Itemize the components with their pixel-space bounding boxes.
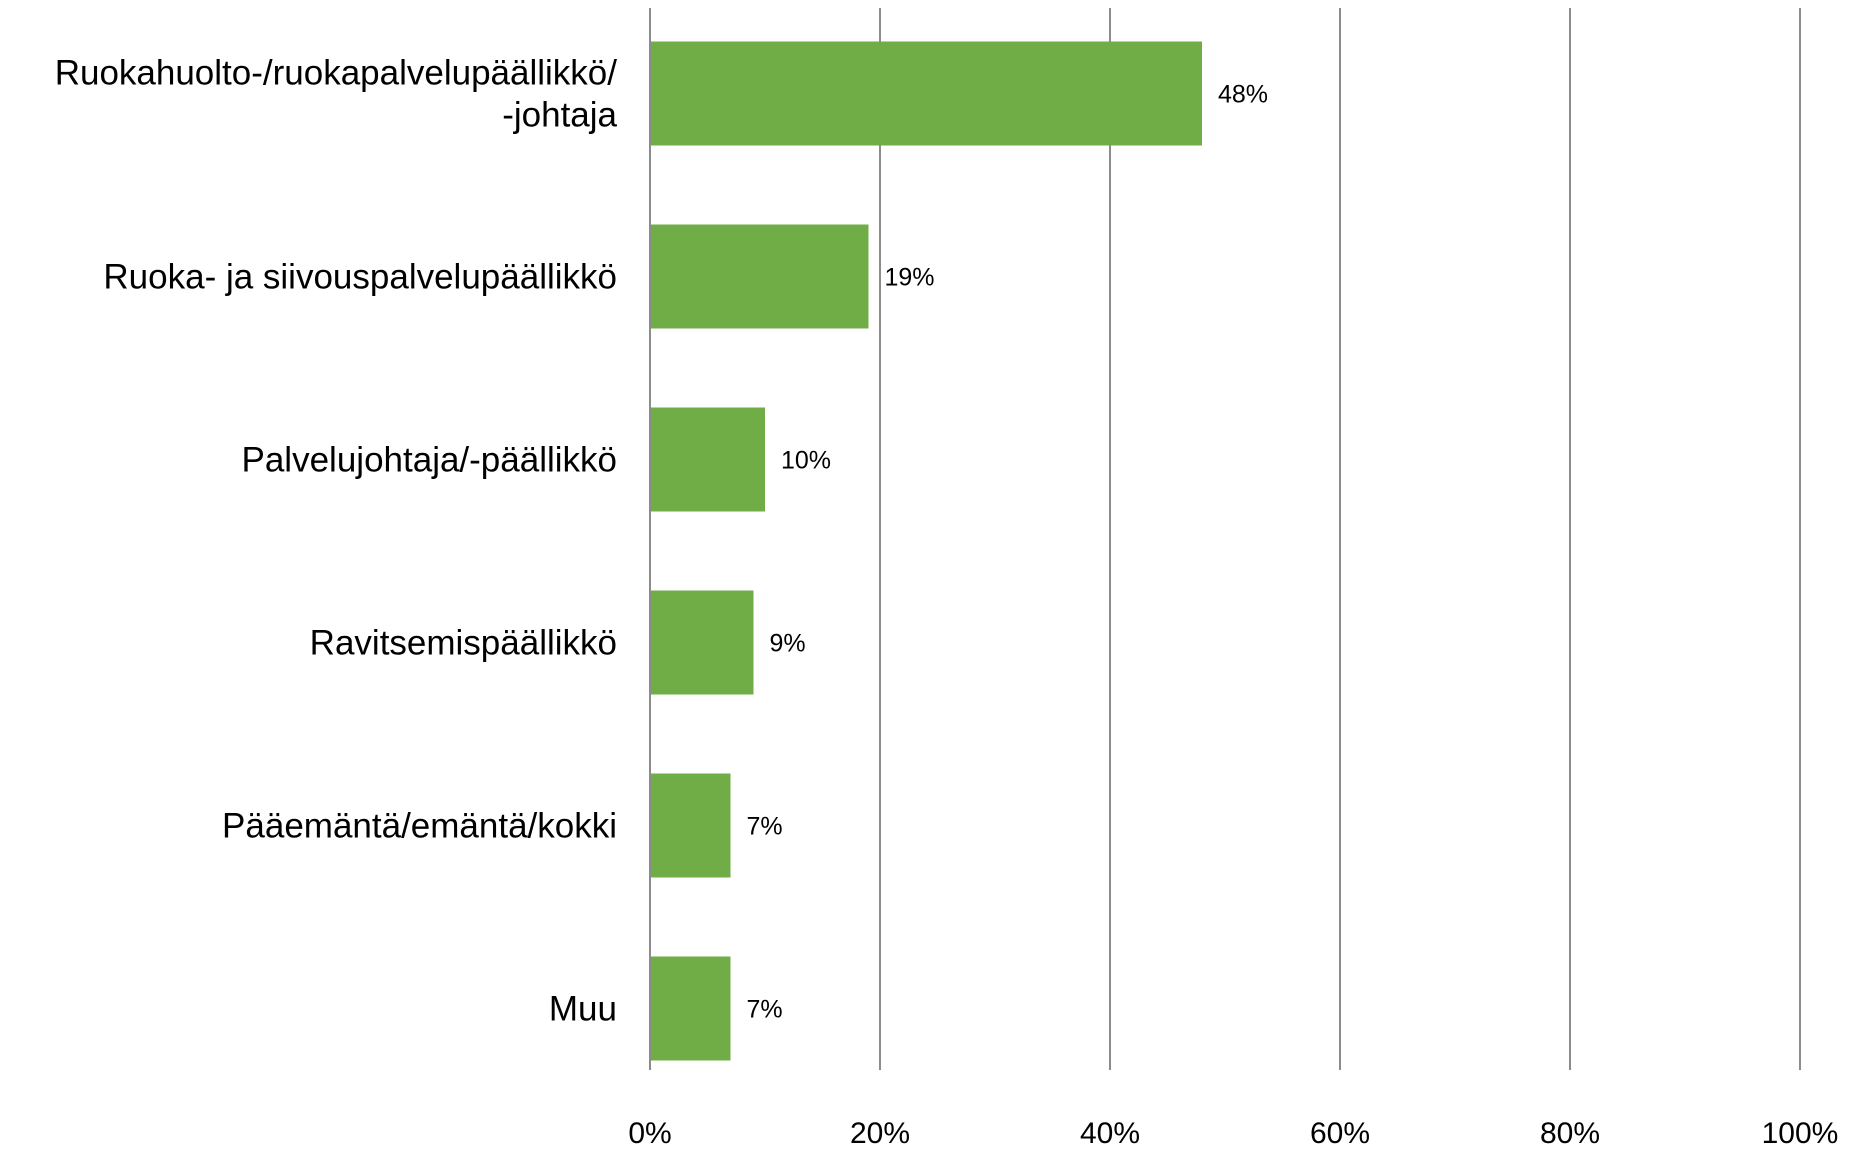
category-label-line: Palvelujohtaja/-päällikkö (242, 441, 618, 480)
category-label-line: Ruoka- ja siivouspalvelupäällikkö (103, 258, 617, 297)
bars (651, 41, 1202, 1061)
category-label-line: Ravitsemispäällikkö (310, 624, 617, 663)
bar (651, 956, 731, 1061)
category-label-line: Muu (549, 990, 617, 1029)
x-tick-label: 20% (850, 1117, 910, 1150)
bar (651, 224, 869, 329)
bar (651, 41, 1202, 146)
x-tick-label: 0% (628, 1117, 671, 1150)
category-labels: Ruokahuolto-/ruokapalvelupäällikkö/-joht… (55, 54, 618, 1029)
data-label: 48% (1218, 81, 1268, 109)
data-label: 19% (885, 264, 935, 292)
x-axis-ticks: 0% 20% 40% 60% 80% 100% (628, 1117, 1838, 1150)
data-label: 9% (770, 630, 806, 658)
category-label-line: -johtaja (502, 96, 617, 135)
x-tick-label: 60% (1310, 1117, 1370, 1150)
data-label: 10% (781, 447, 831, 475)
category-label: Pääemäntä/emäntä/kokki (222, 807, 617, 846)
data-label: 7% (747, 996, 783, 1024)
category-label-line: Pääemäntä/emäntä/kokki (222, 807, 617, 846)
data-label: 7% (747, 813, 783, 841)
x-tick-label: 100% (1762, 1117, 1839, 1150)
category-label: Muu (549, 990, 617, 1029)
bar (651, 590, 754, 695)
x-tick-label: 80% (1540, 1117, 1600, 1150)
x-tick-label: 40% (1080, 1117, 1140, 1150)
data-labels: 48% 19% 10% 9% 7% 7% (747, 81, 1269, 1024)
bar (651, 773, 731, 878)
bar (651, 407, 765, 512)
category-label: Palvelujohtaja/-päällikkö (242, 441, 618, 480)
category-label: Ruokahuolto-/ruokapalvelupäällikkö/-joht… (55, 54, 618, 135)
category-label-line: Ruokahuolto-/ruokapalvelupäällikkö/ (55, 54, 618, 93)
category-label: Ruoka- ja siivouspalvelupäällikkö (103, 258, 617, 297)
category-label: Ravitsemispäällikkö (310, 624, 617, 663)
gridlines (649, 8, 1801, 1070)
